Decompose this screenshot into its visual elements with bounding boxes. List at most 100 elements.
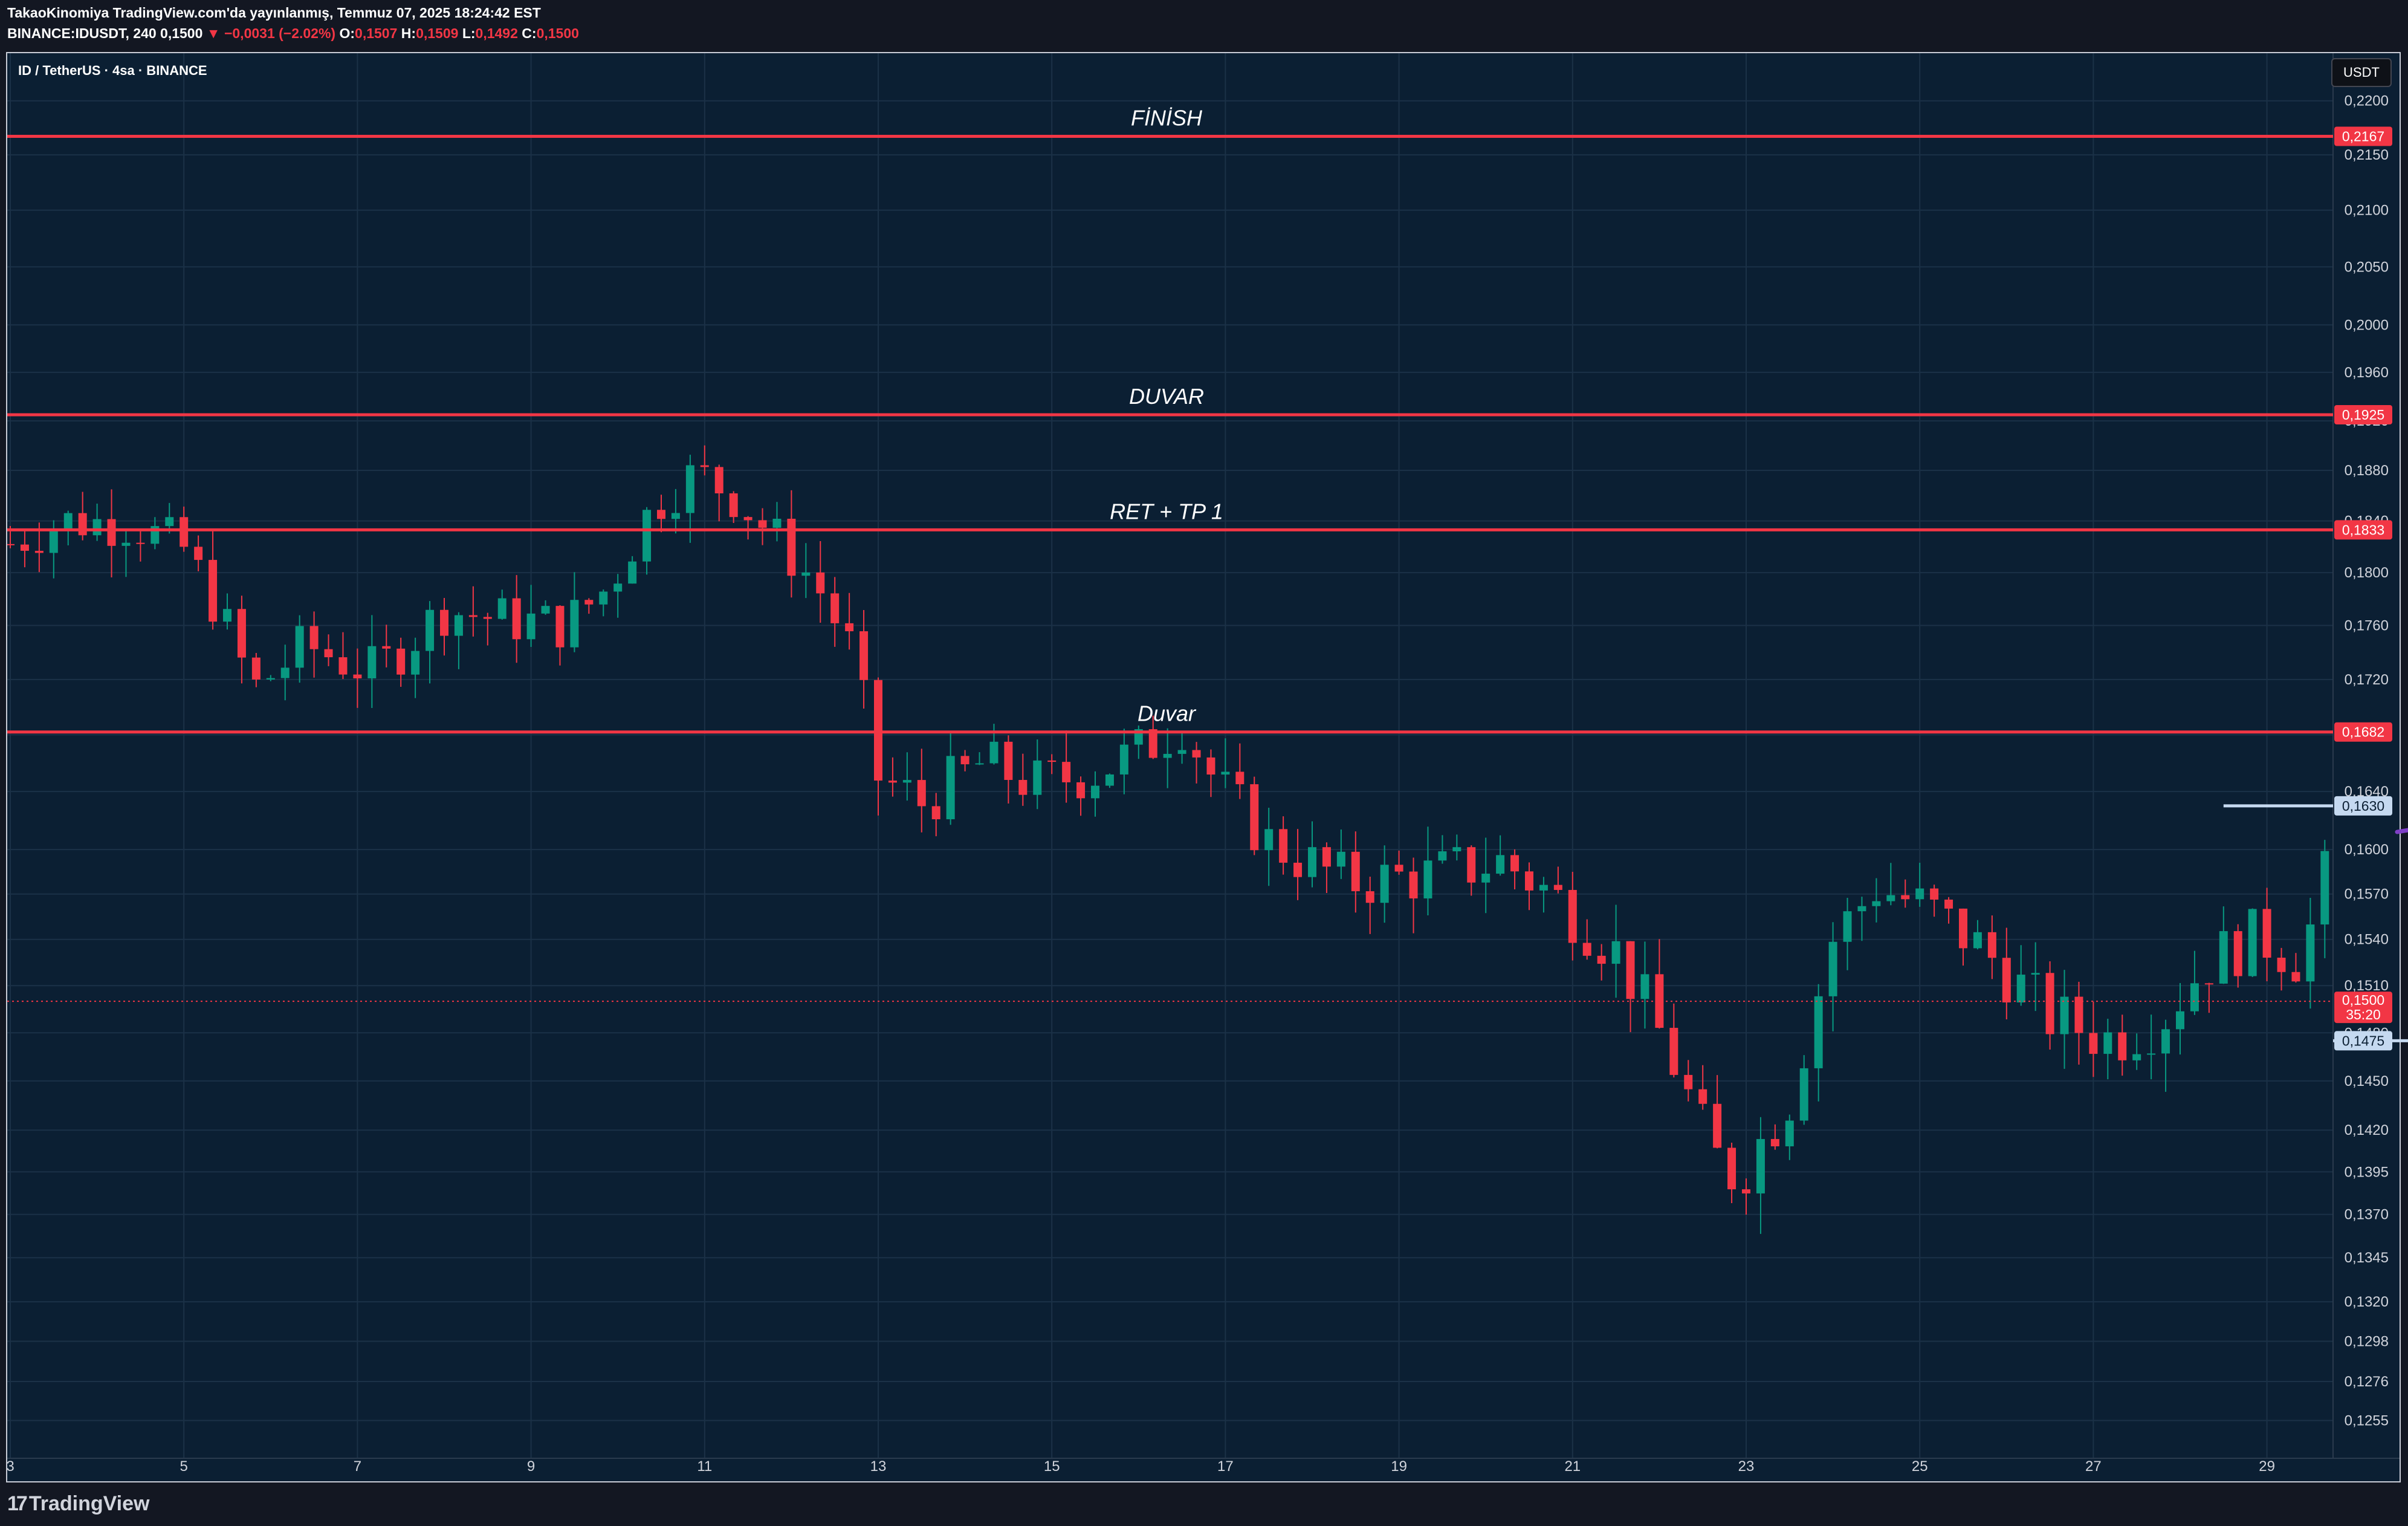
level-label: RET + TP 1 — [1110, 499, 1223, 524]
candle-body — [801, 572, 811, 576]
y-tick-label: 0,1960 — [2345, 365, 2389, 381]
candle-body — [2074, 996, 2083, 1033]
candle-body — [1959, 908, 1967, 949]
candle-body — [787, 518, 796, 576]
candle-body — [382, 646, 391, 649]
candle-body — [628, 561, 637, 584]
candle-body — [396, 648, 406, 675]
y-tick-label: 0,2100 — [2345, 203, 2389, 219]
x-tick-label: 17 — [1217, 1458, 1234, 1475]
y-tick-label: 0,2000 — [2345, 317, 2389, 333]
candle-body — [1756, 1138, 1765, 1193]
candle-body — [107, 519, 116, 546]
candle-body — [816, 572, 825, 594]
y-tick-label: 0,1510 — [2345, 978, 2389, 994]
candle-body — [1119, 744, 1128, 774]
y-tick-label: 0,1880 — [2345, 463, 2389, 479]
candle-body — [1930, 888, 1939, 900]
currency-button[interactable]: USDT — [2331, 58, 2392, 87]
close-label: C: — [522, 25, 537, 41]
x-tick-label: 19 — [1391, 1458, 1407, 1475]
candle-body — [1915, 888, 1924, 900]
candle-body — [1062, 762, 1071, 782]
symbol-title[interactable]: ID / TetherUS · 4sa · BINANCE — [18, 63, 207, 78]
candle-body — [1148, 729, 1157, 758]
y-tick-label: 0,1298 — [2345, 1334, 2389, 1350]
candle-body — [280, 667, 290, 678]
candle-body — [1250, 784, 1259, 851]
y-tick-label: 0,1255 — [2345, 1413, 2389, 1429]
brand-name: TradingView — [28, 1492, 150, 1515]
candle-body — [743, 517, 752, 521]
candle-body — [1279, 829, 1288, 863]
candle-body — [1886, 895, 1895, 901]
tradingview-logo[interactable]: 17 TradingView — [7, 1492, 149, 1516]
candle-body — [1438, 851, 1447, 861]
candle-body — [1076, 782, 1086, 799]
y-tick-label: 0,2150 — [2345, 147, 2389, 163]
candle-body — [874, 680, 882, 781]
candle-body — [2103, 1032, 2112, 1054]
candle-body — [642, 510, 652, 562]
candle-body — [2016, 975, 2025, 1003]
candle-body — [1380, 865, 1389, 903]
candle-body — [2031, 973, 2040, 975]
candle-body — [2045, 973, 2054, 1034]
candle-body — [20, 544, 29, 551]
candle-body — [1206, 757, 1215, 775]
candle-body — [468, 615, 477, 617]
candle-body — [1467, 847, 1476, 883]
candle-body — [1626, 941, 1635, 999]
candle-body — [1742, 1189, 1750, 1193]
ray-price-tag-label: 0,1475 — [2342, 1033, 2384, 1048]
candle-body — [657, 510, 665, 519]
x-tick-label: 23 — [1738, 1458, 1755, 1475]
candle-body — [1481, 874, 1490, 883]
candle-body — [1091, 785, 1099, 799]
candle-body — [426, 609, 435, 651]
candle-body — [2233, 931, 2242, 976]
candle-body — [497, 598, 507, 619]
candle-body — [165, 517, 174, 527]
candle-body — [2176, 1011, 2184, 1030]
candle-body — [1105, 774, 1114, 786]
candle-body — [266, 678, 275, 680]
chart-panel[interactable] — [6, 52, 2401, 1482]
y-tick-label: 0,1276 — [2345, 1374, 2389, 1390]
candle-body — [2204, 983, 2213, 985]
candle-body — [1496, 855, 1505, 874]
candle-body — [1004, 741, 1013, 781]
ray-price-tag-label: 0,1630 — [2342, 798, 2384, 814]
candle-body — [946, 756, 955, 820]
candle-body — [2147, 1053, 2156, 1055]
symbol-code: BINANCE:IDUSDT, 240 — [7, 25, 157, 41]
candle-body — [367, 646, 377, 679]
candle-body — [1582, 943, 1591, 956]
candle-body — [338, 657, 348, 675]
candle-body — [917, 780, 926, 807]
candle-body — [1901, 895, 1910, 900]
candle-body — [49, 529, 58, 553]
candle-body — [2393, 865, 2401, 924]
x-tick-label: 11 — [697, 1458, 712, 1475]
candle-body — [1163, 753, 1172, 758]
price-change: ▼ −0,0031 (−2.02%) — [206, 25, 336, 41]
y-tick-label: 0,1420 — [2345, 1122, 2389, 1138]
high-value: 0,1509 — [416, 25, 459, 41]
tradingview-logo-icon: 17 — [7, 1492, 28, 1515]
y-tick-label: 0,1800 — [2345, 565, 2389, 581]
candle-body — [2262, 909, 2271, 958]
y-tick-label: 0,1320 — [2345, 1294, 2389, 1310]
candle-body — [1235, 771, 1244, 785]
candle-body — [92, 519, 102, 536]
candle-body — [1423, 860, 1432, 898]
candle-body — [1785, 1120, 1794, 1147]
x-tick-label: 13 — [870, 1458, 887, 1475]
level-price-tag-label: 0,2167 — [2342, 129, 2384, 144]
candle-body — [1944, 899, 1953, 909]
x-tick-label: 7 — [354, 1458, 361, 1475]
candle-body — [2219, 931, 2228, 984]
candle-body — [1033, 760, 1042, 795]
candle-body — [1713, 1103, 1722, 1148]
